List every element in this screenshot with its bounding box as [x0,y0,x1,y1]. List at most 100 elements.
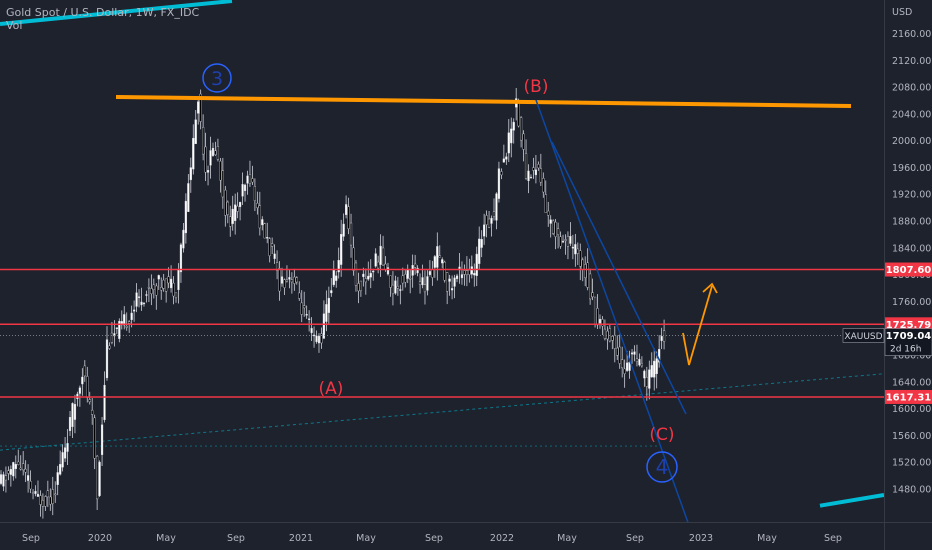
candle [27,475,30,481]
candle [78,387,81,394]
candle [137,296,141,298]
candle [133,309,136,312]
candle [640,363,643,367]
candle [268,238,271,256]
candle [29,481,32,490]
candle [266,236,269,239]
candle [354,262,358,286]
candle [473,273,476,276]
candle [283,279,286,288]
x-tick-label: May [557,533,577,544]
countdown-label: 2d 16h [890,345,921,355]
candle [216,146,220,160]
y-tick-label: 2160.00 [892,29,931,40]
candle [24,468,27,473]
candle [128,321,131,324]
candle [81,376,84,385]
candle [542,178,545,193]
candle [357,283,360,292]
candle [145,294,148,296]
candle [549,219,552,224]
candle [487,218,491,228]
candle [510,128,513,144]
candle [443,261,446,281]
candle [645,377,648,387]
candle [389,275,392,288]
candle [34,491,37,494]
candle [527,170,530,182]
candle [315,335,318,342]
candle [251,178,254,183]
candle [142,302,146,305]
candle [157,275,160,280]
candle [182,229,185,249]
price-tag-label: 1617.31 [886,392,932,403]
x-tick-label: May [757,533,777,544]
candle [460,274,464,279]
y-tick-label: 2040.00 [892,109,931,120]
candle [66,443,69,452]
candle [327,297,330,313]
candle [160,286,163,291]
candle [552,220,555,234]
volume-label: Vol [6,19,23,32]
candle [394,280,397,294]
y-tick-label: 1880.00 [892,217,931,228]
price-tag-box [885,317,932,332]
x-tick-label: Sep [227,533,245,544]
y-tick-label: 1600.00 [892,404,931,415]
candle [635,358,639,362]
candle [91,409,94,415]
candle [441,259,444,264]
candle [475,253,478,276]
candle [517,101,520,127]
candle [630,352,634,355]
candle [68,417,72,431]
forecast-arrow-head [702,282,718,294]
price-tag-label: 1725.79 [886,320,932,331]
candle [271,243,274,247]
candle [379,245,382,265]
candle [660,336,663,341]
candle [248,174,252,184]
candle [507,132,510,154]
candle [44,496,47,507]
candle [332,269,335,286]
candle [643,370,646,379]
candle [293,276,296,284]
candle [63,447,67,459]
candle [290,279,293,283]
price-tag-box [885,262,932,277]
candle [574,244,577,255]
symbol-tag-box [842,328,885,343]
candle [202,126,205,155]
x-tick-label: Sep [425,533,443,544]
candle [12,462,15,477]
candle [125,325,128,328]
candle [113,333,116,337]
candle [130,312,133,321]
candle [320,333,323,344]
candle [359,280,362,291]
y-tick-label: 1480.00 [892,484,931,495]
candle [537,164,540,169]
channel-lower-line [535,99,689,522]
candle [653,360,656,378]
candle [246,175,249,184]
candle [579,250,582,267]
candle [598,318,602,324]
candle [243,184,247,192]
plot-layer: 3 (B) (A) (C) 4 [0,0,884,522]
candle [9,469,12,475]
candle [450,288,454,291]
candle [386,267,390,275]
candle [98,461,101,497]
trend-line-lower [819,492,884,508]
candle [152,284,155,290]
candle [448,278,451,282]
candle [431,269,434,278]
y-tick-label: 2000.00 [892,136,931,147]
candle [54,493,57,496]
